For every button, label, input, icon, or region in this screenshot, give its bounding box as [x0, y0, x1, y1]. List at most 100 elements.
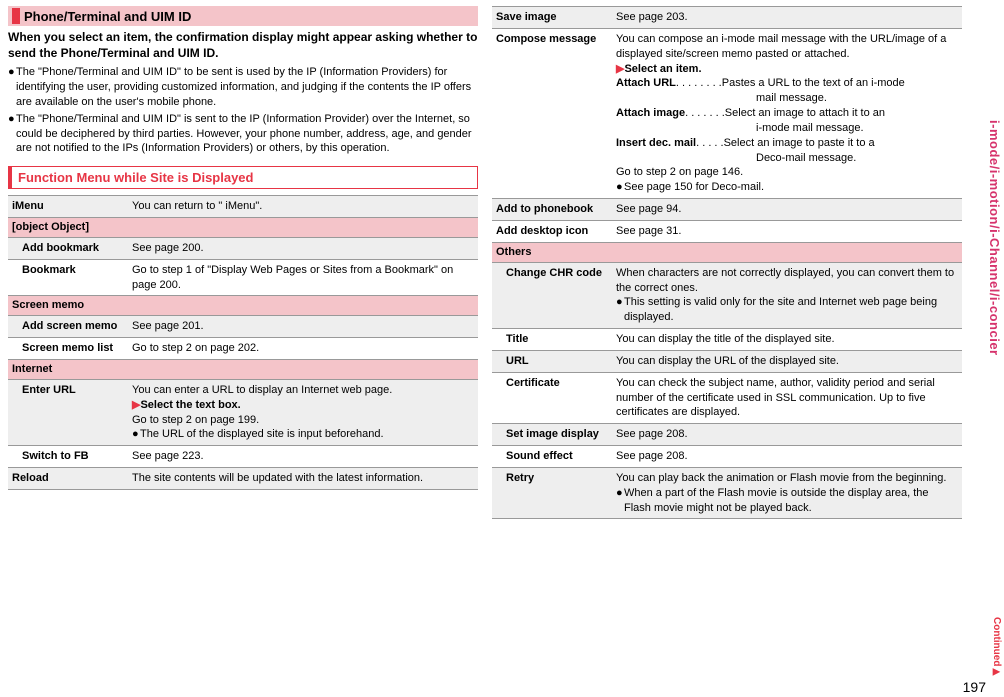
function-menu-header: Function Menu while Site is Displayed — [8, 166, 478, 189]
text-line: You can compose an i-mode mail message w… — [616, 32, 958, 62]
desc: . . . . . . . .Pastes a URL to the text … — [676, 76, 958, 91]
row-key: Add desktop icon — [492, 220, 612, 242]
right-column: Save image See page 203. Compose message… — [492, 6, 962, 519]
row-key: Add bookmark — [8, 237, 128, 259]
bold-text: Select an item. — [624, 63, 701, 75]
dotted-line: Attach URL. . . . . . . .Pastes a URL to… — [616, 76, 958, 91]
sub-bullet: ●The URL of the displayed site is input … — [132, 427, 474, 442]
row-key: Title — [492, 329, 612, 351]
row-value: Go to step 1 of "Display Web Pages or Si… — [128, 259, 478, 296]
bullet-text: The "Phone/Terminal and UIM ID" to be se… — [16, 65, 478, 110]
sub-bullet: ●When a part of the Flash movie is outsi… — [616, 486, 958, 516]
table-row: Add to phonebook See page 94. — [492, 199, 962, 221]
row-value: You can display the URL of the displayed… — [612, 350, 962, 372]
text-line: ▶Select an item. — [616, 62, 958, 77]
desc-cont: Deco-mail message. — [616, 151, 958, 166]
table-row: Add screen memo See page 201. — [8, 316, 478, 338]
row-value: See page 200. — [128, 237, 478, 259]
table-row: Enter URL You can enter a URL to display… — [8, 379, 478, 445]
row-key: Sound effect — [492, 446, 612, 468]
row-value: You can return to " iMenu". — [128, 196, 478, 218]
row-key: Bookmark — [8, 259, 128, 296]
label: Insert dec. mail — [616, 137, 696, 149]
row-value: See page 208. — [612, 446, 962, 468]
dotted-line: Insert dec. mail. . . . .Select an image… — [616, 136, 958, 151]
intro-text: When you select an item, the confirmatio… — [8, 30, 478, 61]
section-header: Phone/Terminal and UIM ID — [8, 6, 478, 26]
row-value: See page 203. — [612, 7, 962, 29]
table-row: Add bookmark See page 200. — [8, 237, 478, 259]
text-line: Go to step 2 on page 199. — [132, 413, 474, 428]
table-row: Title You can display the title of the d… — [492, 329, 962, 351]
table-row: Add desktop icon See page 31. — [492, 220, 962, 242]
row-value: Go to step 2 on page 202. — [128, 338, 478, 360]
table-row: Retry You can play back the animation or… — [492, 467, 962, 519]
arrow-icon: ▶ — [991, 666, 1002, 677]
row-value: You can display the title of the display… — [612, 329, 962, 351]
row-key: Switch to FB — [8, 446, 128, 468]
table-row: Bookmark Go to step 1 of "Display Web Pa… — [8, 259, 478, 296]
text-line: This setting is valid only for the site … — [624, 295, 958, 325]
row-key: Retry — [492, 467, 612, 519]
bullet-item: ●The "Phone/Terminal and UIM ID" is sent… — [8, 112, 478, 157]
table-row: Sound effect See page 208. — [492, 446, 962, 468]
table-row: Certificate You can check the subject na… — [492, 372, 962, 424]
row-value: You can compose an i-mode mail message w… — [612, 28, 962, 198]
left-column: Phone/Terminal and UIM ID When you selec… — [8, 6, 478, 519]
section-title: Phone/Terminal and UIM ID — [24, 9, 191, 24]
row-value: You can play back the animation or Flash… — [612, 467, 962, 519]
row-key: Screen memo list — [8, 338, 128, 360]
label: Attach URL — [616, 77, 676, 89]
text-line: When a part of the Flash movie is outsid… — [624, 486, 958, 516]
desc-cont: mail message. — [616, 91, 958, 106]
continued-label: Continued▶ — [991, 617, 1002, 677]
table-row: Change CHR code When characters are not … — [492, 262, 962, 328]
sub-bullet: ●This setting is valid only for the site… — [616, 295, 958, 325]
row-key: Compose message — [492, 28, 612, 198]
side-tab: i-mode/i-motion/i-Channel/i-concier — [987, 120, 1002, 356]
sub-bullet: ●See page 150 for Deco-mail. — [616, 180, 958, 195]
table-row: Screen memo list Go to step 2 on page 20… — [8, 338, 478, 360]
table-row: URL You can display the URL of the displ… — [492, 350, 962, 372]
row-value: When characters are not correctly displa… — [612, 262, 962, 328]
table-row: Reload The site contents will be updated… — [8, 468, 478, 490]
text-line: When characters are not correctly displa… — [616, 266, 958, 296]
row-value: See page 94. — [612, 199, 962, 221]
row-key: Add screen memo — [8, 316, 128, 338]
dotted-line: Attach image. . . . . . .Select an image… — [616, 106, 958, 121]
row-value: See page 208. — [612, 424, 962, 446]
function-table-right: Save image See page 203. Compose message… — [492, 6, 962, 519]
category-row: [object Object] — [8, 218, 478, 238]
row-key: Add to phonebook — [492, 199, 612, 221]
bullet-item: ●The "Phone/Terminal and UIM ID" to be s… — [8, 65, 478, 110]
bold-text: Select the text box. — [140, 399, 240, 411]
category-label: Others — [492, 242, 962, 262]
continued-text: Continued — [991, 617, 1002, 666]
label: Attach image — [616, 107, 685, 119]
row-key: Save image — [492, 7, 612, 29]
row-key: Certificate — [492, 372, 612, 424]
bullet-text: The "Phone/Terminal and UIM ID" is sent … — [16, 112, 478, 157]
text-line: You can enter a URL to display an Intern… — [132, 383, 474, 398]
row-value: You can enter a URL to display an Intern… — [128, 379, 478, 445]
page-number: 197 — [963, 679, 986, 695]
category-label: Screen memo — [8, 296, 478, 316]
category-label: Internet — [8, 360, 478, 380]
header-accent — [12, 8, 20, 24]
desc: . . . . .Select an image to paste it to … — [696, 136, 958, 151]
table-row: Compose message You can compose an i-mod… — [492, 28, 962, 198]
text-line: ▶Select the text box. — [132, 398, 474, 413]
row-key: Set image display — [492, 424, 612, 446]
category-label: [object Object] — [8, 218, 478, 238]
desc: . . . . . . .Select an image to attach i… — [685, 106, 958, 121]
table-row: Save image See page 203. — [492, 7, 962, 29]
table-row: iMenu You can return to " iMenu". — [8, 196, 478, 218]
category-row: Screen memo — [8, 296, 478, 316]
category-row: Others — [492, 242, 962, 262]
function-table-left: iMenu You can return to " iMenu". [objec… — [8, 195, 478, 490]
text-line: You can play back the animation or Flash… — [616, 471, 958, 486]
row-value: See page 31. — [612, 220, 962, 242]
row-key: Change CHR code — [492, 262, 612, 328]
text-line: Go to step 2 on page 146. — [616, 165, 958, 180]
desc-cont: i-mode mail message. — [616, 121, 958, 136]
